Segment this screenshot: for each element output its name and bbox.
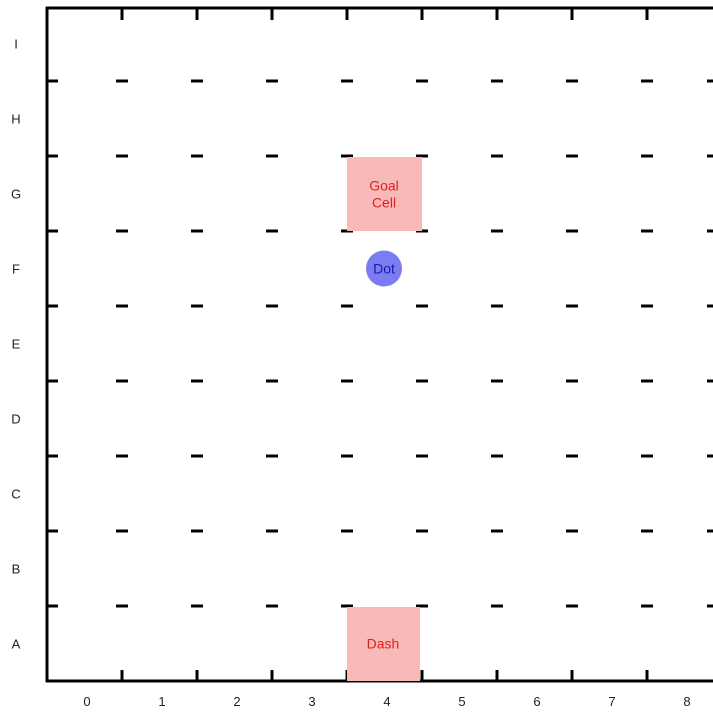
dash-label: Dash <box>367 636 400 652</box>
goal-cell-label-line2: Cell <box>372 195 396 211</box>
column-label-7: 7 <box>608 694 615 709</box>
dot-label: Dot <box>373 261 395 277</box>
row-label-e: E <box>12 337 21 352</box>
row-label-c: C <box>11 487 20 502</box>
row-label-i: I <box>14 37 18 52</box>
column-label-6: 6 <box>533 694 540 709</box>
grid-marks <box>47 8 713 681</box>
dot-circle <box>366 250 402 287</box>
column-label-2: 2 <box>233 694 240 709</box>
dot-piece: Dot <box>366 250 402 287</box>
goal-cell-label-line1: Goal <box>369 178 399 194</box>
row-label-f: F <box>12 262 20 277</box>
row-label-d: D <box>11 412 20 427</box>
row-labels: A B C D E F G H I <box>11 37 21 652</box>
goal-cell-square <box>347 157 422 231</box>
row-label-a: A <box>12 637 21 652</box>
column-label-4: 4 <box>383 694 390 709</box>
dash-square <box>347 607 420 681</box>
row-label-g: G <box>11 187 21 202</box>
column-label-0: 0 <box>83 694 90 709</box>
column-label-5: 5 <box>458 694 465 709</box>
column-label-8: 8 <box>683 694 690 709</box>
column-label-3: 3 <box>308 694 315 709</box>
dash-piece: Dash <box>347 607 420 681</box>
column-label-1: 1 <box>158 694 165 709</box>
row-label-b: B <box>12 562 21 577</box>
column-labels: 0 1 2 3 4 5 6 7 8 <box>83 694 690 709</box>
goal-cell: Goal Cell <box>347 157 422 231</box>
row-label-h: H <box>11 112 20 127</box>
